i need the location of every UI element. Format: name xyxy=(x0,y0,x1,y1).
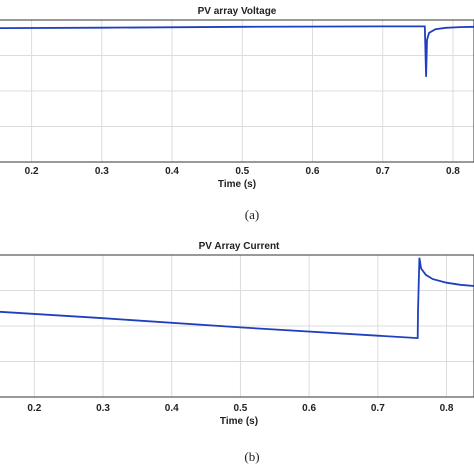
voltage-x-tick: 0.2 xyxy=(25,166,39,177)
voltage-caption: (a) xyxy=(245,207,259,222)
current-title: PV Array Current xyxy=(199,241,280,252)
voltage-panel: PV array Voltage 0.2 0.3 0.4 0.5 0.6 0.7 0.8 T… xyxy=(0,6,474,222)
voltage-x-ticks: 0.2 0.3 0.4 0.5 0.6 0.7 0.8 xyxy=(25,166,461,177)
voltage-x-tick: 0.8 xyxy=(446,166,460,177)
current-x-tick: 0.5 xyxy=(233,403,247,414)
voltage-x-tick: 0.6 xyxy=(306,166,320,177)
current-x-tick: 0.4 xyxy=(165,403,179,414)
current-panel: PV Array Current 0.2 0.3 0.4 0.5 0.6 0.7 0.8 T… xyxy=(0,241,474,464)
current-x-tick: 0.6 xyxy=(302,403,316,414)
voltage-x-tick: 0.3 xyxy=(95,166,109,177)
current-plot-area xyxy=(0,254,474,398)
voltage-x-axis-label: Time (s) xyxy=(218,179,256,190)
current-x-axis-label: Time (s) xyxy=(220,416,258,427)
voltage-title: PV array Voltage xyxy=(198,6,277,17)
voltage-plot-area xyxy=(0,19,474,163)
voltage-x-tick: 0.4 xyxy=(165,166,179,177)
current-x-tick: 0.7 xyxy=(371,403,385,414)
current-caption: (b) xyxy=(244,449,259,464)
current-line xyxy=(0,257,474,340)
voltage-x-tick: 0.5 xyxy=(235,166,249,177)
current-x-tick: 0.8 xyxy=(440,403,454,414)
current-x-tick: 0.3 xyxy=(96,403,110,414)
current-x-ticks: 0.2 0.3 0.4 0.5 0.6 0.7 0.8 xyxy=(27,403,454,414)
voltage-line xyxy=(0,25,474,77)
current-x-tick: 0.2 xyxy=(27,403,41,414)
current-gridlines xyxy=(0,255,474,397)
voltage-x-tick: 0.7 xyxy=(376,166,390,177)
voltage-gridlines xyxy=(0,20,474,162)
